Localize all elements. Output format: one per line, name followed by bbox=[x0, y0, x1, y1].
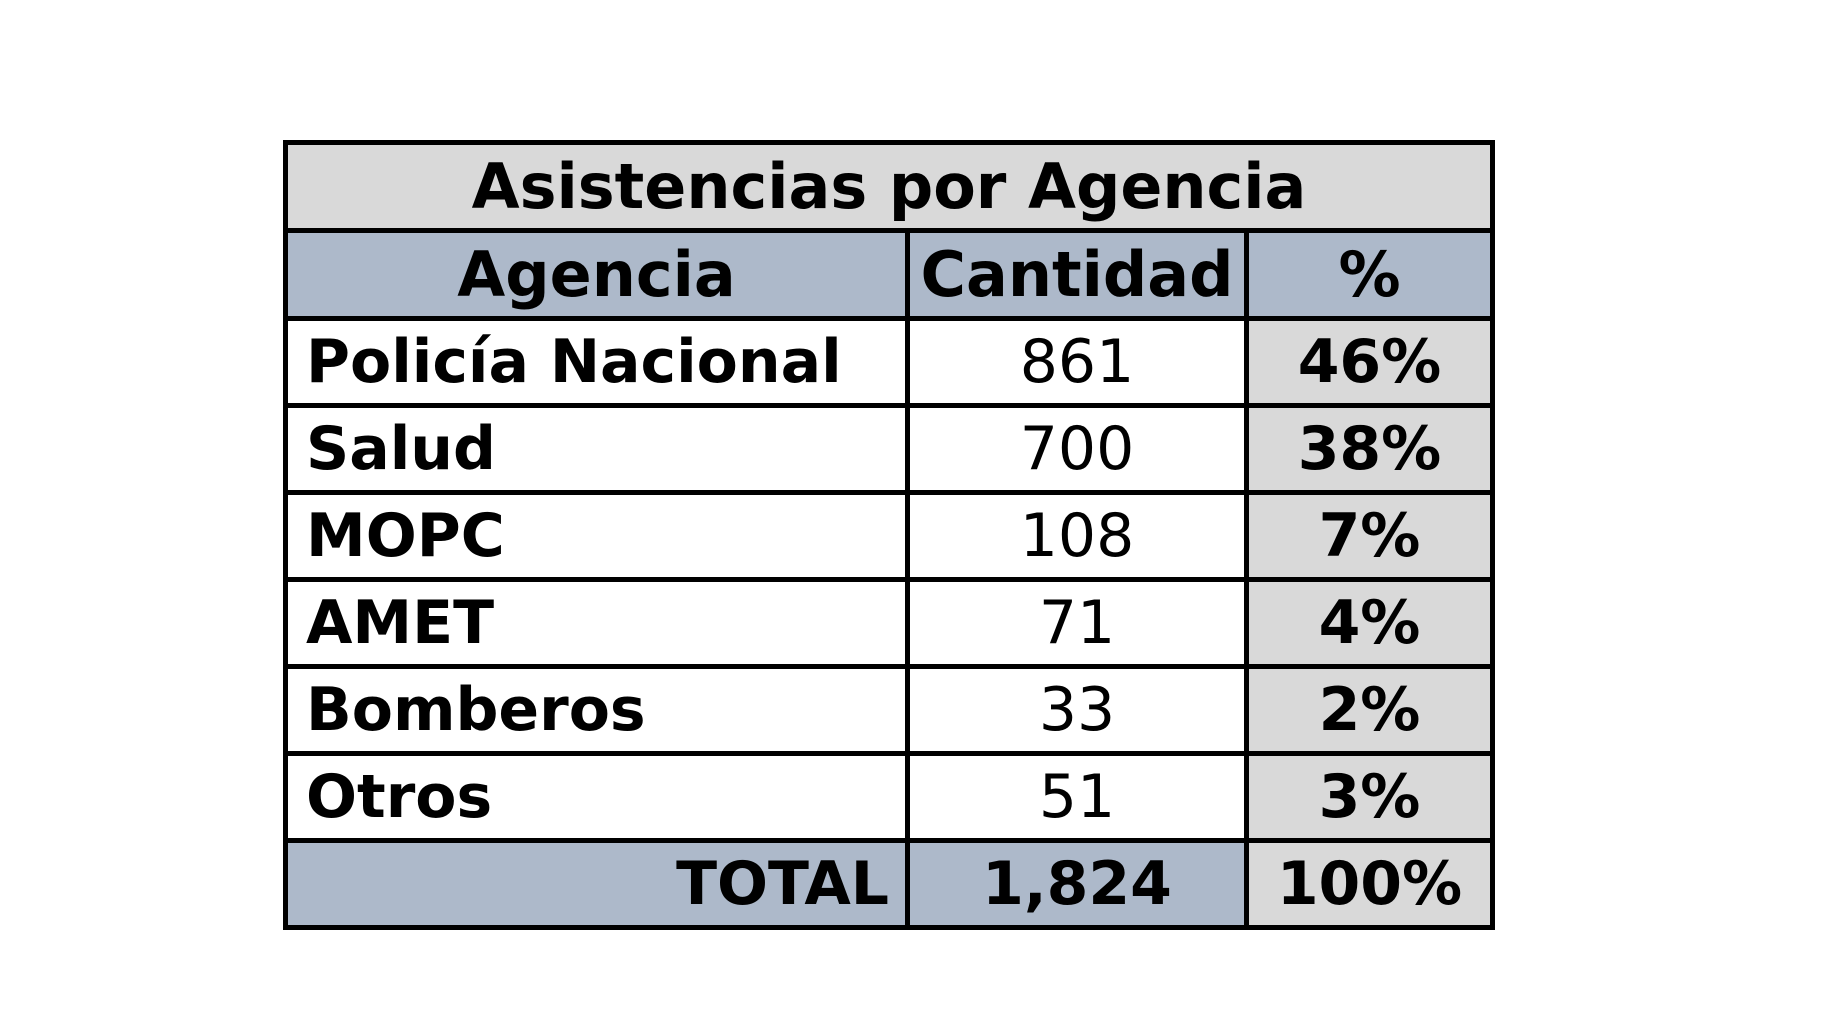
header-agencia: Agencia bbox=[283, 228, 910, 321]
asistencias-table: Asistencias por Agencia Agencia Cantidad… bbox=[283, 140, 1495, 930]
table-row: Policía Nacional 861 46% bbox=[283, 316, 1495, 408]
agencia-name: Salud bbox=[283, 403, 910, 495]
agencia-name: AMET bbox=[283, 577, 910, 669]
table-row: AMET 71 4% bbox=[283, 577, 1495, 669]
table-row: MOPC 108 7% bbox=[283, 490, 1495, 582]
table-title-row: Asistencias por Agencia bbox=[283, 140, 1495, 233]
table-row: Bomberos 33 2% bbox=[283, 664, 1495, 756]
cantidad-value: 71 bbox=[905, 577, 1249, 669]
percent-value: 38% bbox=[1244, 403, 1495, 495]
table-row: Salud 700 38% bbox=[283, 403, 1495, 495]
table-row: Otros 51 3% bbox=[283, 751, 1495, 843]
percent-value: 46% bbox=[1244, 316, 1495, 408]
cantidad-value: 51 bbox=[905, 751, 1249, 843]
header-cantidad: Cantidad bbox=[905, 228, 1249, 321]
percent-value: 7% bbox=[1244, 490, 1495, 582]
table-title: Asistencias por Agencia bbox=[283, 140, 1495, 233]
percent-value: 3% bbox=[1244, 751, 1495, 843]
agencia-name: MOPC bbox=[283, 490, 910, 582]
cantidad-value: 861 bbox=[905, 316, 1249, 408]
percent-value: 2% bbox=[1244, 664, 1495, 756]
percent-value: 4% bbox=[1244, 577, 1495, 669]
total-cantidad: 1,824 bbox=[905, 838, 1249, 930]
total-percent: 100% bbox=[1244, 838, 1495, 930]
total-label: TOTAL bbox=[283, 838, 910, 930]
header-percent: % bbox=[1244, 228, 1495, 321]
cantidad-value: 108 bbox=[905, 490, 1249, 582]
cantidad-value: 33 bbox=[905, 664, 1249, 756]
agencia-name: Policía Nacional bbox=[283, 316, 910, 408]
cantidad-value: 700 bbox=[905, 403, 1249, 495]
agencia-name: Otros bbox=[283, 751, 910, 843]
agencia-name: Bomberos bbox=[283, 664, 910, 756]
table-total-row: TOTAL 1,824 100% bbox=[283, 838, 1495, 930]
table-header-row: Agencia Cantidad % bbox=[283, 228, 1495, 321]
